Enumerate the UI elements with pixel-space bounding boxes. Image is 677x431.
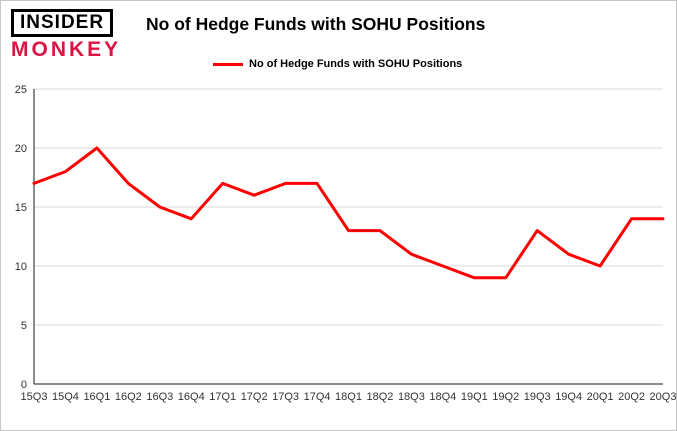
svg-text:25: 25: [15, 84, 27, 96]
svg-text:17Q4: 17Q4: [304, 391, 331, 403]
svg-text:17Q2: 17Q2: [241, 391, 268, 403]
svg-text:18Q4: 18Q4: [429, 391, 456, 403]
svg-text:15Q4: 15Q4: [52, 391, 79, 403]
svg-text:19Q4: 19Q4: [555, 391, 582, 403]
svg-text:15Q3: 15Q3: [21, 391, 48, 403]
line-chart: 0 5 10 15 20 25 15Q3 15Q4 16Q1 16Q2 16Q3 16Q4 17Q1 17…: [15, 84, 677, 403]
svg-text:0: 0: [21, 379, 27, 391]
legend-line-swatch: [213, 62, 243, 66]
svg-text:19Q1: 19Q1: [461, 391, 488, 403]
svg-text:20Q2: 20Q2: [618, 391, 645, 403]
svg-text:16Q3: 16Q3: [146, 391, 173, 403]
svg-text:17Q1: 17Q1: [209, 391, 236, 403]
chart-title: No of Hedge Funds with SOHU Positions: [146, 14, 486, 34]
svg-text:19Q3: 19Q3: [524, 391, 551, 403]
svg-text:15: 15: [15, 202, 27, 214]
svg-text:17Q3: 17Q3: [272, 391, 299, 403]
svg-text:20Q1: 20Q1: [587, 391, 614, 403]
legend-label: No of Hedge Funds with SOHU Positions: [249, 58, 463, 70]
svg-text:16Q4: 16Q4: [178, 391, 205, 403]
svg-text:20: 20: [15, 143, 27, 155]
svg-text:19Q2: 19Q2: [492, 391, 519, 403]
svg-text:16Q1: 16Q1: [83, 391, 110, 403]
svg-text:5: 5: [21, 320, 27, 332]
svg-text:20Q3: 20Q3: [650, 391, 677, 403]
svg-text:16Q2: 16Q2: [115, 391, 142, 403]
svg-text:18Q2: 18Q2: [366, 391, 393, 403]
svg-text:10: 10: [15, 261, 27, 273]
legend: No of Hedge Funds with SOHU Positions: [213, 58, 462, 70]
svg-text:18Q3: 18Q3: [398, 391, 425, 403]
logo-monkey-text: MONKEY: [11, 38, 122, 61]
svg-text:18Q1: 18Q1: [335, 391, 362, 403]
logo-insider-text: INSIDER: [11, 9, 114, 37]
insider-monkey-logo: INSIDER MONKEY: [11, 9, 131, 62]
